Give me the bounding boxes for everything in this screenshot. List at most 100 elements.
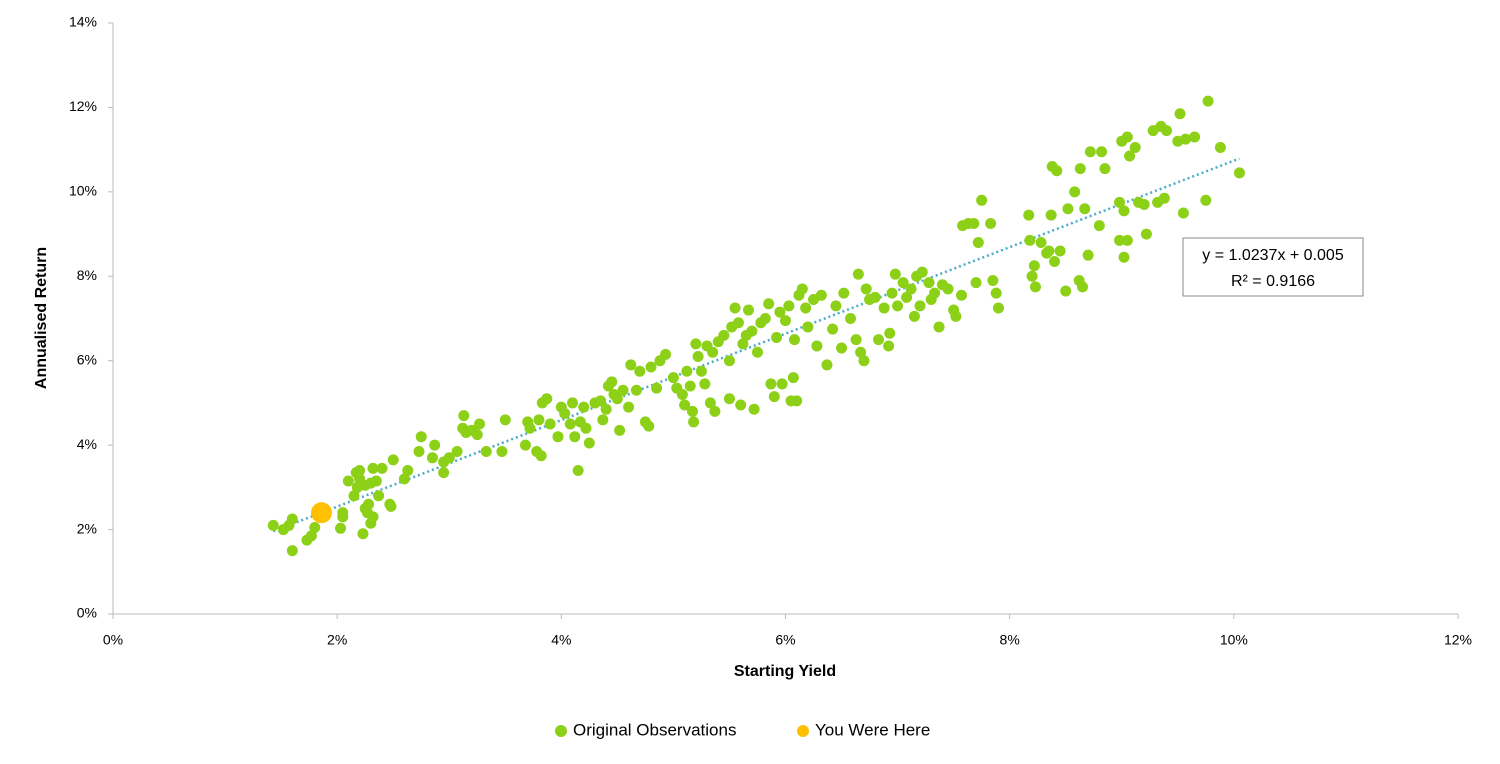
legend-marker [797,725,809,737]
point [976,194,988,206]
point [451,445,463,457]
point [1114,234,1126,246]
point [286,513,298,525]
y-tick-label: 2% [77,520,97,536]
y-tick-label: 0% [77,605,97,621]
point [1049,256,1060,268]
point [796,283,808,295]
point [335,522,347,534]
point [821,359,833,371]
point [267,519,279,531]
point [1121,131,1133,143]
point [732,317,744,329]
point [892,300,904,312]
point [1099,163,1111,175]
point [901,291,913,303]
point [746,325,758,337]
point [950,310,962,322]
point [955,289,967,301]
point [933,321,945,333]
point [735,399,747,411]
point [337,507,349,519]
point [704,397,716,409]
y-tick-label: 12% [69,98,97,114]
point [305,530,317,542]
point [718,329,730,341]
point [1024,234,1036,246]
point [878,302,890,314]
point [783,300,795,312]
point [800,302,812,314]
legend-label: You Were Here [815,720,930,739]
point [569,431,581,443]
point [552,431,564,443]
point [623,401,635,413]
point [968,218,980,230]
point [707,346,719,358]
point [1189,131,1201,143]
point [595,395,607,407]
x-tick-label: 0% [103,632,123,648]
point [860,283,872,295]
point [363,498,375,510]
point [1200,194,1212,206]
point [499,414,511,426]
point [743,304,755,316]
point [1096,146,1108,158]
point [1054,245,1066,257]
point [367,462,379,474]
point [748,403,760,415]
point [908,310,920,322]
point [699,378,711,390]
point [763,298,775,310]
y-tick-label: 6% [77,351,97,367]
point [533,414,545,426]
point [886,287,898,299]
point [572,464,584,476]
point [1079,203,1091,215]
point [1093,220,1105,232]
point [429,439,441,451]
point [309,521,321,533]
y-tick-label: 4% [77,436,97,452]
point [987,275,999,287]
point [617,384,629,396]
point [723,355,735,367]
legend-marker [555,725,567,737]
point [630,384,642,396]
point [889,268,901,280]
point [858,355,870,367]
y-tick-label: 10% [69,183,97,199]
point [458,410,470,422]
point [845,313,857,324]
point [780,315,791,327]
equation-box [1182,237,1364,297]
point [830,300,842,312]
point [413,445,425,457]
point [923,277,935,289]
point [729,302,741,314]
x-tick-label: 6% [775,632,795,648]
point [884,327,896,339]
point [815,289,827,301]
point [625,359,637,371]
point [402,464,414,476]
point [776,378,788,390]
point [544,418,556,430]
point [535,450,547,462]
point [985,218,997,230]
point [751,346,763,358]
point [1084,146,1096,158]
point [883,340,895,352]
y-tick-label: 8% [77,267,97,283]
point [855,346,867,358]
point [942,283,954,295]
point [376,462,388,474]
point [496,445,508,457]
point [1118,205,1130,217]
point [1233,167,1245,179]
point [660,348,672,360]
point [645,361,657,373]
point [597,414,609,426]
